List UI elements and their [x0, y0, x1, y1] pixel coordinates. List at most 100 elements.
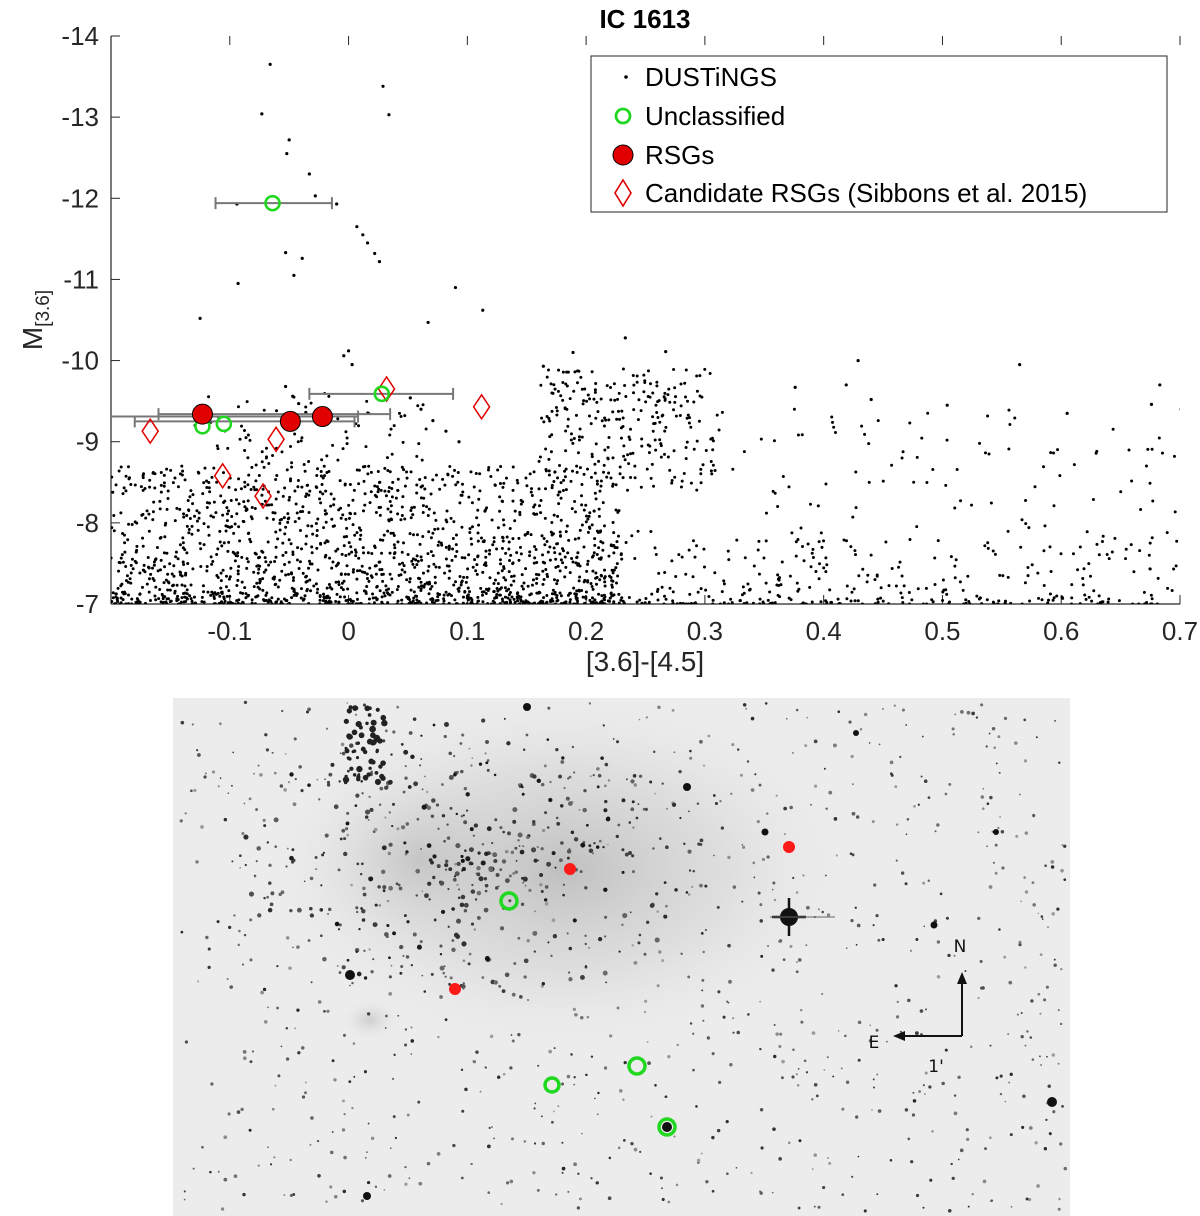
dustings-point: [241, 519, 245, 523]
dustings-point: [596, 410, 600, 414]
sky-star: [732, 885, 737, 889]
dustings-point: [700, 395, 704, 399]
dustings-point: [244, 596, 248, 600]
sky-star: [392, 802, 395, 806]
sky-star: [454, 871, 460, 877]
dustings-point: [119, 596, 123, 600]
dustings-point: [365, 584, 369, 588]
sky-star: [813, 1205, 816, 1208]
sky-stars: [179, 700, 1067, 1213]
dustings-point: [1179, 408, 1180, 411]
sky-star: [1008, 980, 1013, 985]
sky-star: [895, 859, 898, 862]
dustings-point: [887, 584, 891, 588]
sky-star: [374, 771, 379, 775]
sky-star: [333, 1078, 337, 1082]
sky-star: [913, 805, 916, 808]
dustings-point: [226, 525, 230, 529]
dustings-point: [408, 532, 412, 536]
dustings-point: [546, 368, 550, 372]
dustings-point: [267, 563, 271, 567]
dustings-point: [556, 579, 560, 583]
sky-star: [444, 1018, 448, 1022]
sky-star: [789, 944, 793, 948]
dustings-point: [378, 513, 382, 517]
dustings-point: [664, 597, 668, 601]
sky-star: [301, 1046, 305, 1050]
sky-star: [567, 1190, 570, 1193]
dustings-point: [271, 453, 275, 457]
dustings-point: [376, 490, 380, 494]
dustings-point: [186, 562, 190, 566]
dustings-point: [602, 463, 606, 467]
sky-star: [568, 946, 573, 951]
sky-star: [901, 708, 905, 712]
dustings-point: [764, 511, 768, 515]
dustings-point: [328, 596, 332, 600]
dustings-point: [471, 565, 475, 569]
sky-star: [1063, 1166, 1067, 1171]
dustings-point: [156, 569, 160, 573]
dustings-point: [651, 415, 655, 419]
dustings-point: [337, 580, 341, 584]
dustings-point: [209, 514, 213, 518]
sky-star: [330, 762, 335, 767]
dustings-point: [241, 601, 245, 604]
dustings-point: [925, 602, 929, 604]
sky-star: [493, 773, 497, 777]
dustings-point: [1048, 545, 1052, 549]
x-tick-label: 0.5: [924, 616, 960, 646]
dustings-point: [369, 574, 373, 578]
dustings-point: [602, 524, 606, 528]
sky-star: [803, 1059, 807, 1063]
sky-star: [289, 908, 293, 913]
sky-star: [424, 775, 426, 778]
dustings-point: [685, 416, 689, 420]
dustings-point: [180, 574, 184, 578]
sky-star: [805, 1071, 809, 1074]
dustings-point: [152, 500, 156, 504]
dustings-point: [186, 498, 190, 502]
sky-star: [672, 802, 677, 807]
dustings-point: [582, 472, 586, 476]
dustings-point: [390, 495, 394, 499]
sky-star: [309, 876, 314, 881]
dustings-point: [704, 588, 708, 592]
dustings-point: [776, 505, 780, 509]
dustings-point: [291, 550, 295, 554]
sky-star: [705, 1180, 709, 1184]
dustings-point: [158, 568, 162, 572]
dustings-point: [582, 399, 586, 403]
dustings-point: [126, 593, 130, 597]
dustings-point: [396, 585, 400, 589]
sky-star: [717, 990, 721, 994]
dustings-point: [540, 416, 544, 420]
dustings-point: [854, 506, 858, 510]
sky-star: [667, 1054, 671, 1059]
dustings-point: [574, 413, 578, 417]
dustings-point: [273, 575, 277, 579]
sky-star: [321, 853, 325, 857]
dustings-point: [415, 533, 419, 537]
sky-star: [546, 738, 550, 741]
sky-star: [217, 785, 220, 788]
dustings-point: [255, 594, 259, 598]
sky-star: [325, 1200, 328, 1203]
sky-star: [540, 782, 545, 787]
dustings-point: [188, 594, 192, 598]
dustings-point: [142, 563, 146, 567]
sky-star: [384, 1027, 387, 1029]
dustings-point: [790, 531, 794, 535]
dustings-point: [454, 580, 458, 584]
dustings-point: [584, 520, 588, 524]
dustings-point: [190, 524, 194, 528]
dustings-point: [187, 508, 191, 512]
sky-star: [965, 1137, 970, 1142]
dustings-point: [176, 485, 180, 489]
dustings-point: [684, 602, 688, 604]
sky-star: [465, 792, 470, 797]
dustings-point: [254, 479, 258, 483]
sky-star: [392, 730, 396, 734]
dustings-point: [491, 599, 495, 603]
dustings-point: [246, 560, 250, 564]
